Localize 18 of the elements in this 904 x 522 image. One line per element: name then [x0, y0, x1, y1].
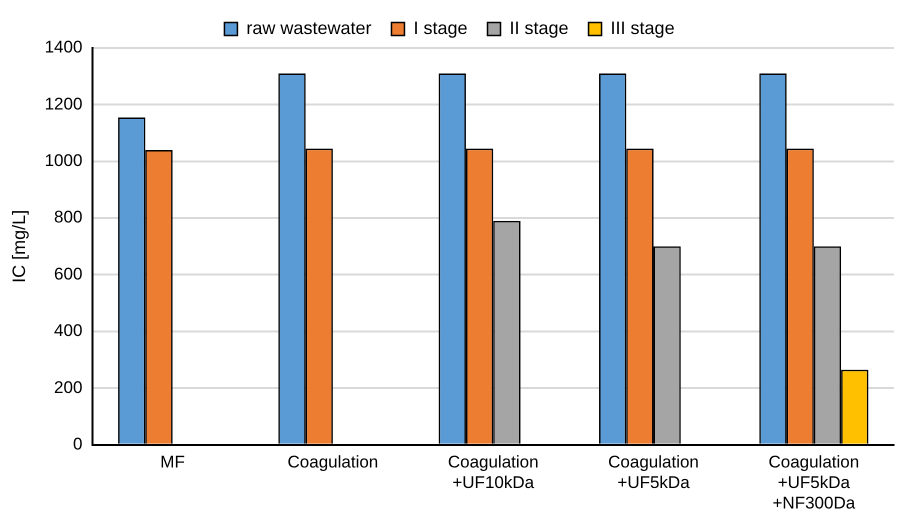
legend-label: II stage [510, 18, 569, 38]
x-tick-label: Coagulation +UF5kDa [608, 452, 699, 492]
x-tick-label: Coagulation +UF10kDa [448, 452, 539, 492]
y-tick-label: 800 [54, 208, 82, 227]
y-axis-title: IC [mg/L] [8, 210, 29, 283]
y-tick-label: 1400 [44, 38, 82, 57]
y-tick-label: 0 [72, 434, 82, 454]
y-tick-label: 1000 [44, 151, 82, 170]
x-tick-label: MF [160, 452, 185, 472]
y-tick-label: 200 [54, 378, 82, 397]
x-tick-label: Coagulation +UF5kDa +NF300Da [768, 452, 860, 512]
x-tick-label: Coagulation [288, 452, 378, 472]
legend-label: I stage [413, 18, 468, 38]
y-tick-label: 400 [54, 321, 82, 340]
y-tick-label: 1200 [44, 94, 82, 114]
y-tick-label: 600 [54, 264, 82, 284]
legend-label: raw wastewater [246, 18, 372, 38]
legend-label: III stage [610, 18, 675, 38]
